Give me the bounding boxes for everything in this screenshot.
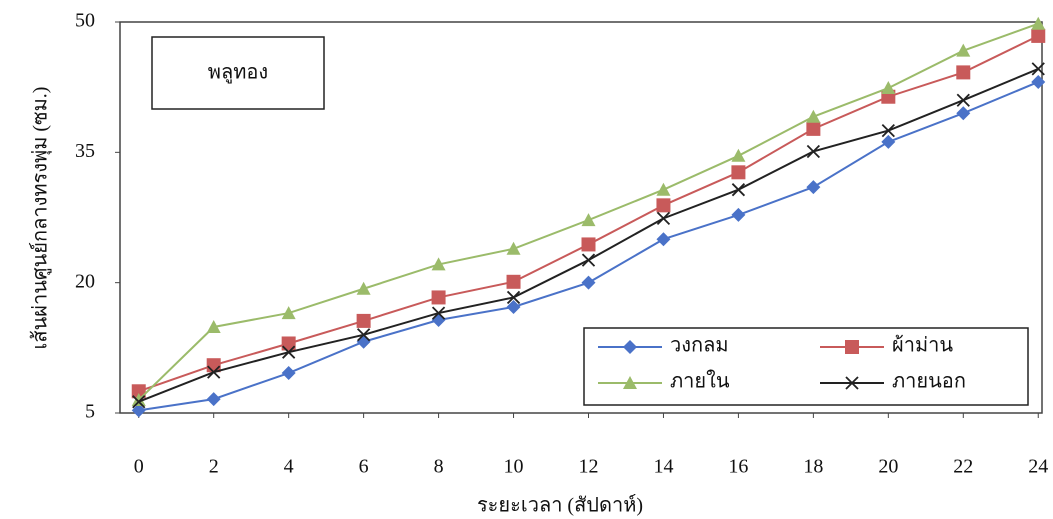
legend-label: ผ้าม่าน (892, 335, 953, 357)
legend-label: ภายใน (670, 370, 730, 393)
title-box (151, 36, 325, 110)
x-tick-label: 22 (953, 456, 973, 478)
x-tick-label: 12 (578, 456, 598, 478)
marker (731, 165, 746, 180)
marker (806, 121, 821, 136)
x-tick-label: 0 (134, 456, 144, 478)
y-tick-label: 35 (75, 140, 95, 162)
marker (581, 213, 596, 227)
marker (581, 253, 596, 267)
marker (431, 306, 446, 320)
marker (431, 290, 446, 305)
marker (731, 148, 746, 162)
marker (281, 336, 296, 351)
y-tick-label: 20 (75, 270, 95, 292)
marker (1031, 16, 1046, 30)
y-tick-label: 5 (85, 401, 95, 423)
marker (1031, 28, 1046, 43)
marker (1031, 62, 1045, 76)
marker (281, 366, 296, 381)
marker (806, 180, 821, 195)
x-tick-label: 24 (1028, 456, 1048, 478)
marker (956, 65, 971, 80)
legend-box (583, 327, 1029, 406)
legend-label: วงกลม (670, 335, 729, 357)
marker (356, 313, 371, 328)
plot-frame (119, 21, 1043, 414)
chart-title: พลูทอง (208, 62, 268, 85)
marker (806, 144, 821, 159)
marker (207, 365, 221, 379)
marker (506, 241, 521, 255)
y-tick-label: 50 (75, 10, 95, 32)
x-axis-label: ระยะเวลา (สัปดาห์) (477, 494, 643, 517)
marker (206, 319, 221, 333)
marker (581, 237, 596, 252)
marker (581, 275, 596, 290)
marker (656, 182, 671, 196)
x-tick-label: 4 (284, 456, 294, 478)
marker (845, 340, 859, 354)
marker (506, 299, 521, 314)
x-tick-label: 16 (728, 456, 748, 478)
marker (656, 232, 671, 247)
marker (282, 345, 296, 359)
marker (731, 183, 746, 197)
marker (132, 395, 146, 409)
x-tick-label: 20 (878, 456, 898, 478)
y-axis-label: เส้นผ่านศูนย์กลางทรงพุ่ม (ซม.) (29, 87, 53, 350)
marker (806, 109, 821, 123)
marker (356, 328, 371, 342)
x-tick-label: 2 (209, 456, 219, 478)
marker (956, 106, 971, 121)
marker (281, 306, 296, 320)
marker (956, 43, 971, 57)
marker (656, 198, 671, 213)
marker (656, 211, 671, 226)
marker (131, 384, 146, 399)
x-tick-label: 14 (653, 456, 673, 478)
marker (956, 93, 970, 107)
x-tick-label: 18 (803, 456, 823, 478)
marker (881, 81, 896, 95)
marker (623, 376, 637, 389)
marker (506, 274, 521, 289)
marker (131, 403, 146, 418)
x-tick-label: 10 (504, 456, 524, 478)
marker (881, 123, 895, 138)
x-tick-label: 8 (434, 456, 444, 478)
marker (356, 281, 371, 295)
legend-label: ภายนอก (892, 371, 966, 393)
marker (881, 134, 896, 149)
x-tick-label: 6 (359, 456, 369, 478)
marker (623, 340, 637, 354)
marker (131, 392, 146, 406)
marker (206, 392, 221, 407)
marker (731, 207, 746, 222)
marker (506, 290, 521, 305)
marker (845, 376, 859, 390)
marker (1031, 74, 1046, 89)
marker (431, 257, 446, 271)
